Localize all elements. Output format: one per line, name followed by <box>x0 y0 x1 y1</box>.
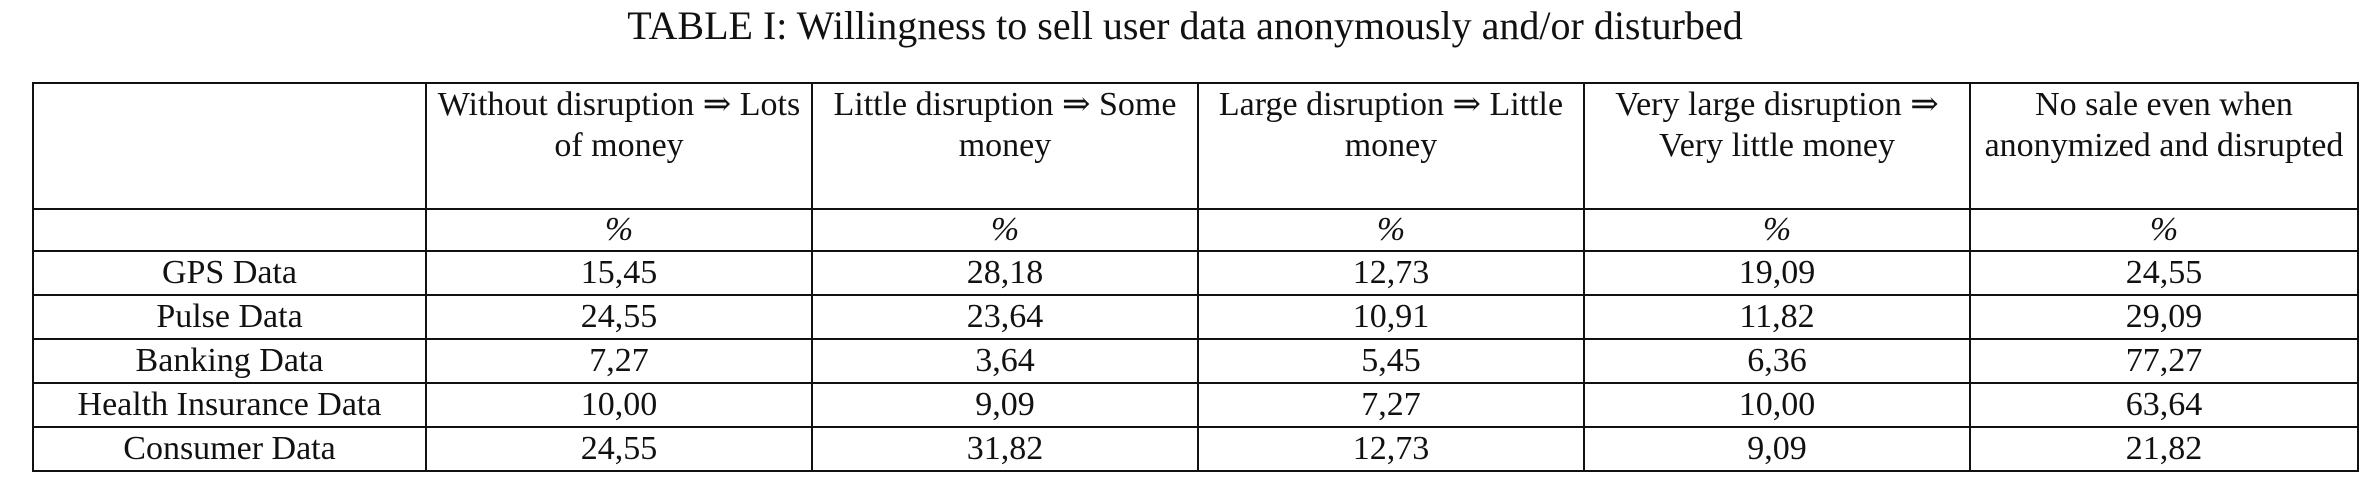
table-cell: 6,36 <box>1583 338 1971 384</box>
table-cell: 31,82 <box>811 426 1199 472</box>
table-cell: 24,55 <box>425 294 813 340</box>
column-header: Little disruption ⇒ Some money <box>811 82 1199 210</box>
unit-cell: % <box>1197 208 1585 252</box>
table-row: Health Insurance Data 10,00 9,09 7,27 10… <box>32 382 2359 428</box>
table-cell: 24,55 <box>425 426 813 472</box>
unit-cell: % <box>811 208 1199 252</box>
table-cell: 15,45 <box>425 250 813 296</box>
column-header: No sale even when anonymized and disrupt… <box>1969 82 2359 210</box>
table-cell: 10,00 <box>1583 382 1971 428</box>
table-cell: 11,82 <box>1583 294 1971 340</box>
row-label: Banking Data <box>32 338 427 384</box>
header-row: Without disruption ⇒ Lots of money Littl… <box>32 82 2359 210</box>
unit-cell <box>32 208 427 252</box>
table-cell: 12,73 <box>1197 250 1585 296</box>
column-header: Without disruption ⇒ Lots of money <box>425 82 813 210</box>
table-cell: 23,64 <box>811 294 1199 340</box>
unit-cell: % <box>1583 208 1971 252</box>
table-row: Pulse Data 24,55 23,64 10,91 11,82 29,09 <box>32 294 2359 340</box>
row-label: GPS Data <box>32 250 427 296</box>
table-cell: 9,09 <box>811 382 1199 428</box>
table-cell: 29,09 <box>1969 294 2359 340</box>
table-cell: 21,82 <box>1969 426 2359 472</box>
data-table: Without disruption ⇒ Lots of money Littl… <box>32 82 2359 472</box>
table-row: Consumer Data 24,55 31,82 12,73 9,09 21,… <box>32 426 2359 472</box>
unit-cell: % <box>425 208 813 252</box>
table-row: GPS Data 15,45 28,18 12,73 19,09 24,55 <box>32 250 2359 296</box>
column-header: Large disruption ⇒ Little money <box>1197 82 1585 210</box>
table-cell: 9,09 <box>1583 426 1971 472</box>
table-cell: 77,27 <box>1969 338 2359 384</box>
table-row: Banking Data 7,27 3,64 5,45 6,36 77,27 <box>32 338 2359 384</box>
table-cell: 19,09 <box>1583 250 1971 296</box>
table-caption: TABLE I: Willingness to sell user data a… <box>627 3 1743 48</box>
column-header: Very large disruption ⇒ Very little mone… <box>1583 82 1971 210</box>
table-cell: 3,64 <box>811 338 1199 384</box>
table-cell: 28,18 <box>811 250 1199 296</box>
table-cell: 7,27 <box>1197 382 1585 428</box>
row-label: Consumer Data <box>32 426 427 472</box>
unit-cell: % <box>1969 208 2359 252</box>
table-cell: 7,27 <box>425 338 813 384</box>
column-header <box>32 82 427 210</box>
table-cell: 24,55 <box>1969 250 2359 296</box>
table-cell: 10,91 <box>1197 294 1585 340</box>
unit-row: % % % % % <box>32 208 2359 252</box>
table-cell: 5,45 <box>1197 338 1585 384</box>
row-label: Pulse Data <box>32 294 427 340</box>
table-cell: 63,64 <box>1969 382 2359 428</box>
row-label: Health Insurance Data <box>32 382 427 428</box>
table-cell: 10,00 <box>425 382 813 428</box>
table-cell: 12,73 <box>1197 426 1585 472</box>
